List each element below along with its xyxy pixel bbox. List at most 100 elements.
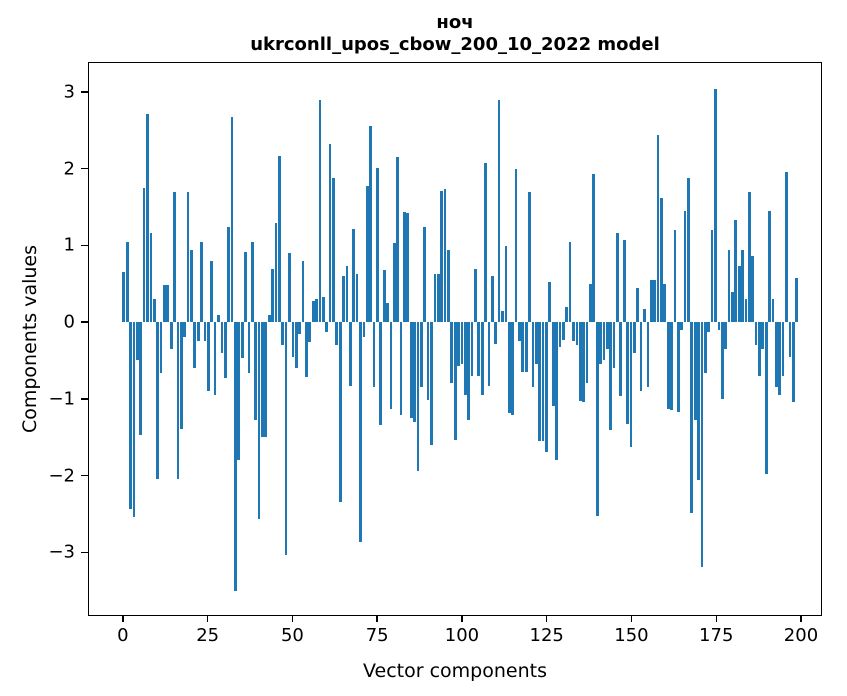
bar: [433, 274, 437, 323]
bar: [636, 287, 640, 323]
bar: [139, 322, 143, 436]
bar: [737, 266, 741, 323]
bar: [264, 322, 268, 437]
bar: [538, 322, 542, 441]
bar: [298, 322, 301, 334]
bar: [342, 276, 345, 323]
bar: [440, 190, 443, 323]
x-tick-label: 75: [365, 625, 389, 646]
bar: [450, 322, 454, 384]
bar: [592, 173, 596, 323]
bar: [572, 322, 575, 342]
bar: [541, 322, 545, 441]
bar: [146, 114, 149, 323]
bar: [382, 270, 386, 323]
bar: [474, 268, 477, 323]
bar: [230, 117, 234, 323]
bar: [247, 322, 251, 374]
bar: [453, 322, 457, 440]
y-tick-label: 3: [63, 81, 75, 103]
bar: [575, 322, 579, 346]
bar: [240, 322, 244, 359]
chart-title-model: ukrconll_upos_cbow_200_10_2022 model: [250, 34, 660, 55]
bar: [741, 249, 744, 323]
bar: [714, 88, 717, 323]
y-tick-label: −3: [48, 541, 75, 563]
bar: [494, 322, 498, 344]
bar: [758, 322, 761, 376]
y-axis-label: Components values: [19, 244, 41, 434]
bar: [484, 163, 487, 323]
x-tick-mark: [206, 616, 209, 622]
bar: [568, 241, 572, 323]
bar: [775, 322, 778, 388]
bar: [565, 306, 569, 323]
x-tick-mark: [291, 616, 294, 622]
bar: [751, 255, 755, 323]
bar: [392, 243, 396, 323]
bar: [639, 322, 643, 391]
bar: [626, 322, 629, 424]
bar: [771, 299, 775, 323]
y-tick-label: −1: [48, 388, 75, 410]
bar: [325, 322, 329, 333]
x-tick-mark: [546, 616, 548, 622]
y-tick-mark: [81, 244, 88, 247]
bar: [514, 169, 518, 323]
bar: [416, 322, 420, 472]
bar: [257, 322, 261, 520]
bar: [676, 322, 680, 412]
bar: [491, 276, 494, 323]
bar: [132, 322, 136, 518]
x-tick-mark: [122, 616, 124, 622]
bar: [447, 249, 450, 323]
bar: [497, 100, 501, 323]
bar: [690, 322, 694, 514]
bar: [558, 322, 562, 348]
bar: [271, 268, 274, 323]
bar: [338, 322, 342, 502]
bar: [190, 249, 193, 323]
bar: [788, 322, 792, 357]
bar: [521, 322, 525, 372]
bar: [355, 274, 359, 323]
bar: [396, 157, 400, 323]
bar: [524, 322, 528, 372]
bar: [551, 322, 555, 406]
y-tick-label: 2: [63, 158, 75, 180]
y-tick-mark: [81, 398, 88, 400]
bar: [291, 322, 295, 357]
bar: [193, 322, 197, 369]
bar: [359, 322, 362, 543]
bar: [717, 322, 721, 330]
bar: [250, 241, 254, 323]
bar: [261, 322, 264, 437]
bar: [460, 322, 464, 365]
bar: [315, 299, 318, 323]
bar: [288, 253, 291, 323]
bar: [663, 283, 667, 323]
bar: [294, 322, 298, 369]
bar: [311, 300, 315, 323]
bar: [778, 322, 782, 395]
bar: [754, 322, 758, 346]
bar: [643, 309, 646, 323]
bar: [734, 220, 738, 323]
bar: [413, 322, 416, 422]
bar: [406, 212, 410, 323]
bar: [426, 322, 430, 401]
y-tick-mark: [81, 474, 88, 477]
bar: [501, 310, 504, 323]
bar: [761, 322, 765, 349]
bar: [507, 322, 511, 414]
plot-area: [88, 62, 822, 616]
bar: [457, 322, 460, 366]
bar: [328, 144, 332, 323]
bar: [693, 322, 697, 421]
bar: [477, 322, 481, 376]
bar: [227, 226, 230, 323]
bar: [420, 322, 423, 388]
bar: [389, 322, 393, 410]
bar: [548, 282, 552, 323]
